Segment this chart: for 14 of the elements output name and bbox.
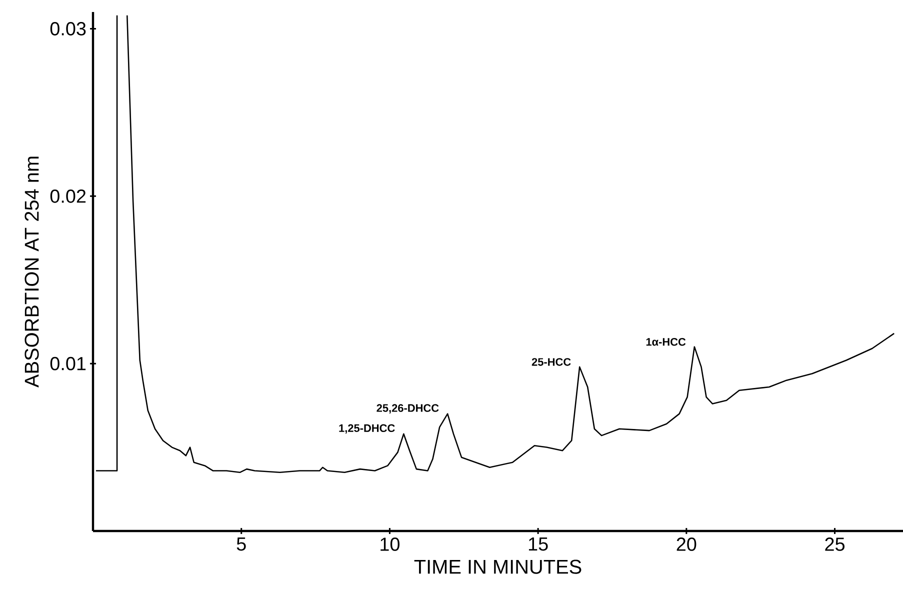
x-tick-label: 10 xyxy=(380,538,400,551)
y-tick-label: 0.03 xyxy=(50,22,86,36)
annotation: 25,26-DHCC xyxy=(376,404,439,414)
annotation: 1,25-DHCC xyxy=(339,424,395,434)
y-tick-label: 0.01 xyxy=(50,356,86,370)
y-axis-title: ABSORBTION AT 254 nm xyxy=(24,156,39,388)
x-tick-label: 5 xyxy=(236,538,246,551)
x-tick-label: 15 xyxy=(528,538,548,551)
y-tick-label: 0.02 xyxy=(50,189,86,203)
annotation: 25-HCC xyxy=(532,358,571,366)
x-tick-label: 25 xyxy=(825,538,844,551)
x-axis-title: TIME IN MINUTES xyxy=(414,560,582,574)
annotation: 1α-HCC xyxy=(646,338,686,346)
x-tick-label: 20 xyxy=(676,538,696,551)
